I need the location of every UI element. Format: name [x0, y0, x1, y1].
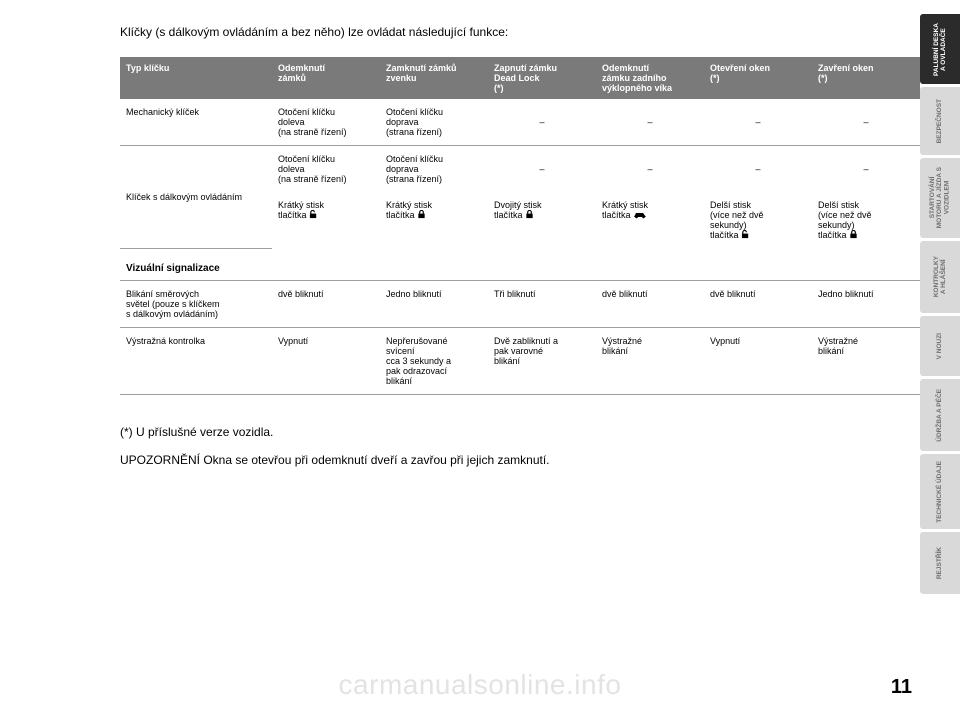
- header-type: Typ klíčku: [120, 57, 272, 99]
- cell: –: [488, 146, 596, 193]
- tab-label: STARTOVÁNÍ MOTORU A JÍZDA S VOZIDLEM: [929, 161, 950, 234]
- cell: Mechanický klíček: [120, 99, 272, 146]
- cell-text: Delší stisk (více než dvě sekundy) tlačí…: [818, 200, 872, 240]
- cell: Otočení klíčku doprava (strana řízení): [380, 99, 488, 146]
- lock-icon: [525, 210, 534, 219]
- tab-label: BEZPEČNOST: [936, 93, 943, 149]
- cell-text: Delší stisk (více než dvě sekundy) tlačí…: [710, 200, 764, 240]
- cell-text: Dvojitý stisk tlačítka: [494, 200, 542, 220]
- cell: Výstražné blikání: [812, 327, 920, 394]
- tab-label: TECHNICKÉ ÚDAJE: [936, 455, 943, 529]
- intro-text: Klíčky (s dálkovým ovládáním a bez něho)…: [120, 25, 920, 39]
- header-open-win: Otevření oken (*): [704, 57, 812, 99]
- table-row: Mechanický klíček Otočení klíčku doleva …: [120, 99, 920, 146]
- cell: Vypnutí: [704, 327, 812, 394]
- cell: –: [488, 99, 596, 146]
- table-row: Klíček s dálkovým ovládáním Otočení klíč…: [120, 146, 920, 193]
- cell: Krátký stisk tlačítka: [596, 192, 704, 248]
- header-unlock: Odemknutí zámků: [272, 57, 380, 99]
- header-tailgate: Odemknutí zámku zadního výklopného víka: [596, 57, 704, 99]
- page-number: 11: [891, 676, 912, 699]
- table-row: Blikání směrových světel (pouze s klíčke…: [120, 280, 920, 327]
- tab-palubni-deska[interactable]: PALUBNÍ DESKA A OVLADAČE: [920, 14, 960, 84]
- unlock-icon: [309, 210, 318, 219]
- tab-kontrolky[interactable]: KONTROLKY A HLÁŠENÍ: [920, 241, 960, 313]
- cell: Výstražné blikání: [596, 327, 704, 394]
- tab-startovani[interactable]: STARTOVÁNÍ MOTORU A JÍZDA S VOZIDLEM: [920, 158, 960, 238]
- page-content: Klíčky (s dálkovým ovládáním a bez něho)…: [0, 0, 920, 709]
- tab-label: PALUBNÍ DESKA A OVLADAČE: [933, 17, 947, 82]
- cell: –: [704, 146, 812, 193]
- cell: Jedno bliknutí: [812, 280, 920, 327]
- cell: Nepřerušované svícení cca 3 sekundy a pa…: [380, 327, 488, 394]
- cell: Jedno bliknutí: [380, 280, 488, 327]
- cell: Delší stisk (více než dvě sekundy) tlačí…: [704, 192, 812, 248]
- cell: –: [596, 99, 704, 146]
- cell: Dvojitý stisk tlačítka: [488, 192, 596, 248]
- tab-bezpecnost[interactable]: BEZPEČNOST: [920, 87, 960, 155]
- cell: dvě bliknutí: [704, 280, 812, 327]
- cell: Klíček s dálkovým ovládáním: [120, 146, 272, 249]
- cell: Delší stisk (více než dvě sekundy) tlačí…: [812, 192, 920, 248]
- lock-icon: [849, 230, 858, 239]
- notes-block: (*) U příslušné verze vozidla. UPOZORNĚN…: [120, 425, 920, 467]
- tab-label: REJSTŘÍK: [936, 541, 943, 585]
- cell: Tři bliknutí: [488, 280, 596, 327]
- tab-udrzba[interactable]: ÚDRŽBA A PÉČE: [920, 379, 960, 451]
- cell: –: [704, 99, 812, 146]
- tab-label: V NOUZI: [936, 327, 943, 365]
- cell: Dvě zabliknutí a pak varovné blikání: [488, 327, 596, 394]
- header-lock: Zamknutí zámků zvenku: [380, 57, 488, 99]
- cell: Blikání směrových světel (pouze s klíčke…: [120, 280, 272, 327]
- tab-rejstrik[interactable]: REJSTŘÍK: [920, 532, 960, 594]
- lock-icon: [417, 210, 426, 219]
- key-functions-table: Typ klíčku Odemknutí zámků Zamknutí zámk…: [120, 57, 920, 395]
- cell: Vypnutí: [272, 327, 380, 394]
- cell: Krátký stisk tlačítka: [380, 192, 488, 248]
- cell: Otočení klíčku doleva (na straně řízení): [272, 146, 380, 193]
- trunk-icon: [633, 211, 647, 219]
- header-close-win: Zavření oken (*): [812, 57, 920, 99]
- tab-technicke[interactable]: TECHNICKÉ ÚDAJE: [920, 454, 960, 529]
- tab-label: ÚDRŽBA A PÉČE: [936, 383, 943, 448]
- cell: –: [596, 146, 704, 193]
- cell: Otočení klíčku doprava (strana řízení): [380, 146, 488, 193]
- cell: dvě bliknutí: [272, 280, 380, 327]
- cell: Výstražná kontrolka: [120, 327, 272, 394]
- tab-label: KONTROLKY A HLÁŠENÍ: [933, 250, 947, 303]
- cell: –: [812, 99, 920, 146]
- table-row: Výstražná kontrolka Vypnutí Nepřerušovan…: [120, 327, 920, 394]
- table-header-row: Typ klíčku Odemknutí zámků Zamknutí zámk…: [120, 57, 920, 99]
- cell: Otočení klíčku doleva (na straně řízení): [272, 99, 380, 146]
- note-asterisk: (*) U příslušné verze vozidla.: [120, 425, 920, 439]
- cell: Krátký stisk tlačítka: [272, 192, 380, 248]
- subheader-text: Vizuální signalizace: [120, 248, 920, 280]
- side-tabs: PALUBNÍ DESKA A OVLADAČE BEZPEČNOST STAR…: [920, 14, 960, 594]
- unlock-icon: [741, 230, 750, 239]
- cell: dvě bliknutí: [596, 280, 704, 327]
- header-deadlock: Zapnutí zámku Dead Lock (*): [488, 57, 596, 99]
- table-subheader-row: Vizuální signalizace: [120, 248, 920, 280]
- note-warning: UPOZORNĚNÍ Okna se otevřou při odemknutí…: [120, 453, 920, 467]
- tab-v-nouzi[interactable]: V NOUZI: [920, 316, 960, 376]
- cell: –: [812, 146, 920, 193]
